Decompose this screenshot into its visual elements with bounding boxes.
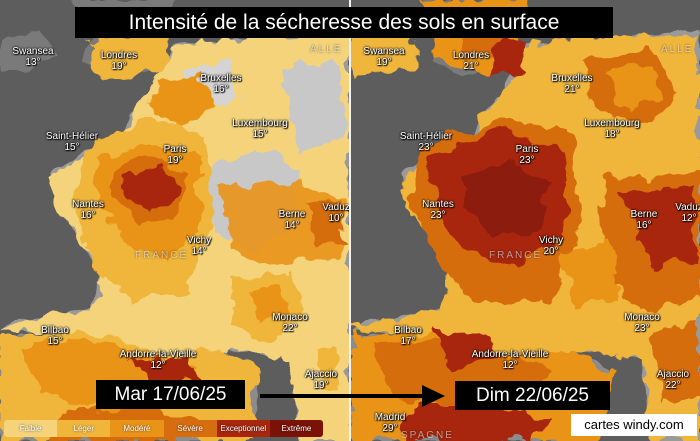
city-label-nantes: Nantes 16°: [72, 199, 104, 221]
country-label-france: FRANCE: [135, 250, 189, 261]
city-label-andorre-la-vieille: Andorre-la-Vieille 12°: [119, 349, 197, 371]
city-label-monaco: Monaco 23°: [624, 312, 660, 334]
city-label-madrid: Madrid 29°: [374, 412, 406, 434]
arrow-right-icon: [260, 385, 445, 407]
legend-item-modere: Modéré: [110, 420, 164, 437]
city-label-paris: Paris 19°: [163, 144, 187, 166]
country-label-espagne: SPAGNE: [401, 430, 454, 441]
city-label-berne: Berne 14°: [278, 209, 306, 231]
panel-divider: [349, 0, 351, 441]
city-label-londres: Londres 19°: [100, 50, 138, 72]
city-label-vichy: Vichy 14°: [186, 235, 212, 257]
country-label-france: FRANCE: [489, 250, 543, 261]
legend-item-exceptionnel: Exceptionnel: [216, 420, 270, 437]
city-label-paris: Paris 23°: [515, 144, 539, 166]
date-label-right: Dim 22/06/25: [455, 381, 610, 410]
city-label-ajaccio: Ajaccio 22°: [656, 369, 690, 391]
city-label-bruxelles: Bruxelles 16°: [200, 73, 242, 95]
legend-item-severe: Sévère: [163, 420, 217, 437]
city-label-vaduz: Vaduz 10°: [322, 202, 349, 224]
map-panel-left: FRANCE ALLE Swansea 13° Londres 19° Bruxel…: [0, 0, 349, 441]
city-label-vichy: Vichy 20°: [538, 235, 564, 257]
city-label-vaduz: Vaduz12°: [675, 202, 700, 224]
city-label-swansea: Swansea 19°: [363, 46, 405, 68]
drought-legend: Faible Léger Modéré Sévère Exceptionnel …: [4, 420, 323, 437]
legend-item-extreme: Extrême: [269, 420, 323, 437]
city-label-bilbao: Bilbao 15°: [41, 325, 69, 347]
city-label-berne: Berne 16°: [630, 209, 658, 231]
credit-label: cartes windy.com: [571, 414, 697, 436]
city-label-bruxelles: Bruxelles 21°: [551, 73, 593, 95]
city-label-swansea: Swansea 13°: [12, 46, 54, 68]
legend-item-leger: Léger: [57, 420, 111, 437]
city-label-bilbao: Bilbao 17°: [394, 325, 422, 347]
city-label-monaco: Monaco 22°: [272, 312, 308, 334]
legend-item-faible: Faible: [4, 420, 58, 437]
city-label-saint-helier: Saint-Hélier 23°: [399, 131, 453, 153]
city-label-nantes: Nantes 23°: [422, 199, 454, 221]
city-label-ajaccio: Ajaccio 19°: [304, 369, 338, 391]
country-label-allemagne: ALLE: [661, 44, 694, 55]
city-label-andorre-la-vieille: Andorre-la-Vieille 12°: [471, 349, 549, 371]
city-label-londres: Londres 21°: [452, 50, 490, 72]
country-label-allemagne: ALLE: [310, 44, 343, 55]
page-title: Intensité de la sécheresse des sols en s…: [75, 7, 613, 38]
date-label-left: Mar 17/06/25: [96, 380, 245, 409]
map-right-canvas: [351, 0, 700, 441]
city-label-luxembourg: Luxembourg 18°: [584, 118, 640, 140]
city-label-luxembourg: Luxembourg 15°: [232, 118, 288, 140]
map-panel-right: FRANCE ALLE SPAGNE Swansea 19° Londres 21°…: [351, 0, 700, 441]
city-label-saint-helier: Saint-Hélier 15°: [45, 131, 99, 153]
